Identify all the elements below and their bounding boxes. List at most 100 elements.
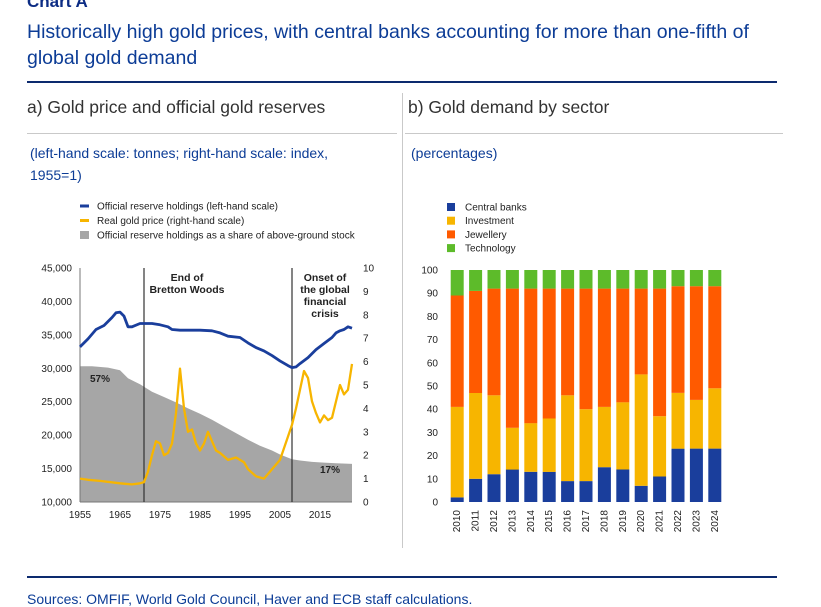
bar-jewellery (450, 295, 464, 407)
bar-investment (487, 395, 501, 475)
bar-investment (524, 423, 538, 472)
bar-technology (469, 270, 483, 291)
x-tick: 1995 (229, 510, 252, 521)
bar-central-banks (579, 481, 593, 502)
x-tick: 2023 (691, 510, 702, 533)
bar-jewellery (505, 288, 519, 428)
bar-central-banks (469, 478, 483, 502)
x-tick: 2016 (563, 510, 574, 533)
bar-investment (597, 406, 611, 468)
x-tick: 2014 (526, 510, 537, 533)
bar-investment (450, 406, 464, 498)
x-tick: 1985 (189, 510, 212, 521)
panel-b-scale-note: (percentages) (411, 145, 498, 161)
x-tick: 1975 (149, 510, 172, 521)
main-title: Historically high gold prices, with cent… (27, 21, 749, 69)
bar-investment (671, 393, 685, 449)
y-left-tick: 30,000 (41, 364, 72, 375)
legend-swatch-central-banks (447, 203, 455, 211)
y-left-tick: 20,000 (41, 431, 72, 442)
bar-jewellery (469, 290, 483, 393)
bar-jewellery (487, 288, 501, 396)
bar-jewellery (653, 288, 667, 417)
x-tick: 2013 (507, 510, 518, 533)
footer-rule (27, 576, 777, 578)
y-right-tick: 4 (363, 404, 369, 415)
legend-label-2: Official reserve holdings as a share of … (97, 231, 356, 242)
panel-separator (402, 93, 403, 548)
bar-central-banks (616, 469, 630, 502)
bar-central-banks (689, 448, 703, 502)
chart-label: Chart A (27, 0, 88, 11)
y-tick: 10 (427, 474, 439, 485)
sources-note: Sources: OMFIF, World Gold Council, Have… (27, 591, 473, 607)
reserve-holdings-line (79, 310, 353, 370)
bretton-woods-annotation: End of (171, 272, 204, 284)
bar-technology (561, 270, 575, 289)
x-tick: 1965 (109, 510, 132, 521)
y-right-tick: 2 (363, 451, 369, 462)
y-right-tick: 0 (363, 498, 369, 509)
y-right-tick: 7 (363, 334, 369, 345)
bar-investment (542, 418, 556, 472)
x-tick: 2011 (471, 510, 482, 532)
bar-jewellery (689, 286, 703, 400)
bar-technology (671, 270, 685, 287)
bar-jewellery (579, 288, 593, 410)
legend-swatch-jewellery (447, 230, 455, 239)
panel-b-title: b) Gold demand by sector (408, 97, 610, 117)
bar-jewellery (616, 288, 630, 403)
gold-price-line (79, 363, 354, 486)
panel-a-title-rule (27, 133, 397, 134)
bar-central-banks (450, 497, 464, 502)
bar-investment (634, 374, 648, 486)
bar-central-banks (524, 471, 538, 502)
panel-b-chart: Central banks Investment Jewellery Technolo… (421, 203, 722, 533)
bar-investment (616, 402, 630, 470)
legend-label-0: Official reserve holdings (left-hand sca… (97, 202, 278, 213)
bar-technology (616, 270, 630, 289)
x-tick: 2024 (710, 510, 721, 533)
y-tick: 30 (427, 428, 439, 439)
legend-label-1: Real gold price (right-hand scale) (97, 216, 244, 227)
y-tick: 50 (427, 382, 439, 393)
crisis-annotation: crisis (311, 308, 339, 320)
y-tick: 60 (427, 358, 439, 369)
crisis-annotation: the global (300, 284, 350, 296)
y-right-tick: 8 (363, 310, 369, 321)
y-left-tick: 15,000 (41, 464, 72, 475)
y-right-tick: 9 (363, 287, 369, 298)
bar-central-banks (542, 471, 556, 502)
bar-jewellery (597, 288, 611, 407)
y-left-tick: 25,000 (41, 397, 72, 408)
share-area (80, 366, 352, 502)
x-tick: 1955 (69, 510, 92, 521)
crisis-annotation: Onset of (304, 272, 347, 284)
bar-technology (708, 270, 722, 287)
y-right-tick: 5 (363, 381, 369, 392)
bar-central-banks (634, 485, 648, 502)
bar-jewellery (634, 288, 648, 375)
bar-investment (469, 393, 483, 479)
bar-investment (653, 416, 667, 477)
bar-central-banks (505, 469, 519, 502)
bar-jewellery (542, 288, 556, 419)
bar-technology (653, 270, 667, 289)
bar-technology (634, 270, 648, 289)
y-right-tick: 1 (363, 474, 369, 485)
bar-investment (561, 395, 575, 482)
panel-a-scale-note: (left-hand scale: tonnes; right-hand sca… (30, 145, 329, 183)
legend-label-central-banks: Central banks (465, 203, 527, 214)
y-left-tick: 45,000 (41, 264, 72, 275)
x-tick: 2012 (489, 510, 500, 533)
crisis-annotation: financial (304, 296, 347, 308)
bar-technology (542, 270, 556, 289)
bar-central-banks (561, 481, 575, 502)
y-right-tick: 6 (363, 357, 369, 368)
x-tick: 2018 (599, 510, 610, 533)
y-tick: 100 (421, 266, 438, 277)
bar-investment (689, 399, 703, 449)
panel-a-title: a) Gold price and official gold reserves (27, 97, 326, 117)
legend-swatch-technology (447, 244, 455, 253)
legend-swatch-2 (80, 231, 89, 239)
